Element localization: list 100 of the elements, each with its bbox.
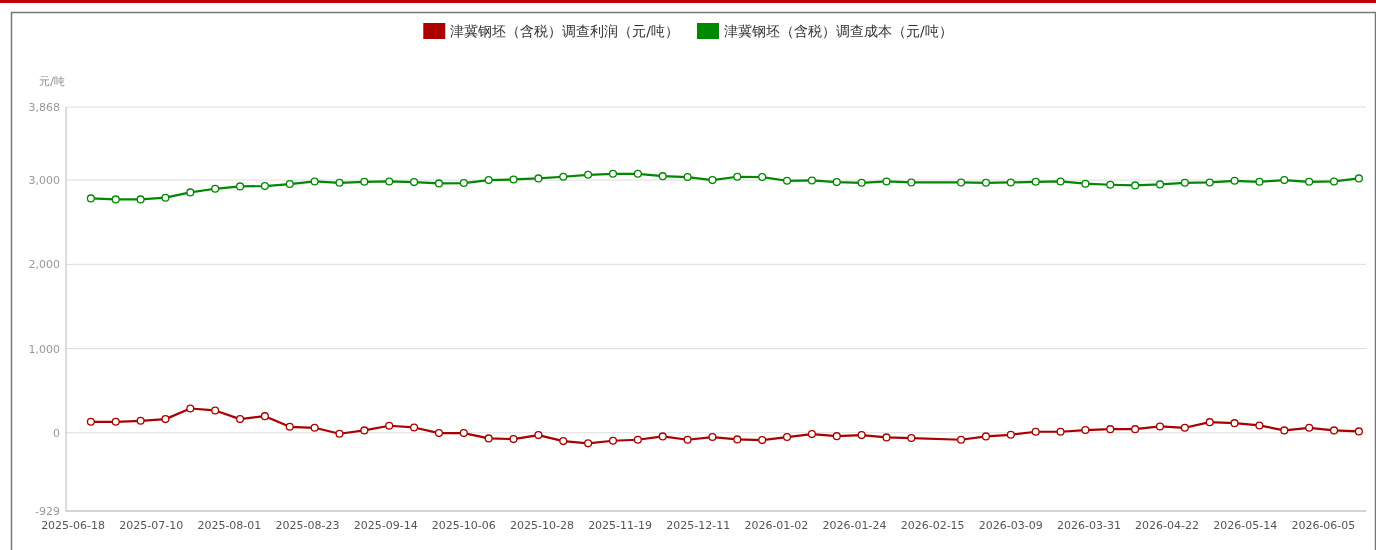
point: [907, 178, 916, 187]
point: [310, 423, 319, 432]
point: [285, 180, 294, 189]
point: [832, 178, 841, 187]
point: [385, 421, 394, 430]
point: [559, 172, 568, 181]
point: [136, 195, 145, 204]
point: [260, 412, 269, 421]
point: [633, 435, 642, 444]
point: [1131, 425, 1140, 434]
point: [484, 434, 493, 443]
point: [235, 182, 245, 191]
point: [1305, 423, 1314, 432]
point: [434, 179, 443, 188]
point: [832, 432, 841, 441]
point: [882, 433, 891, 442]
x-tick-label: 2026-02-15: [900, 519, 965, 532]
point: [260, 182, 269, 191]
point: [758, 436, 767, 445]
x-tick-label: 2025-08-23: [275, 519, 340, 532]
point: [683, 173, 692, 182]
x-tick-label: 2026-03-09: [978, 519, 1043, 532]
point: [807, 430, 816, 439]
point: [1255, 177, 1264, 186]
point: [1155, 422, 1165, 431]
point: [981, 178, 990, 187]
point: [907, 434, 916, 443]
x-tick-label: 2026-01-24: [822, 519, 887, 532]
point: [459, 179, 468, 188]
point: [658, 172, 667, 181]
point: [534, 174, 543, 183]
point: [410, 423, 419, 432]
x-tick-label: 2025-06-18: [41, 519, 106, 532]
point: [608, 169, 618, 178]
point: [1280, 176, 1289, 185]
point: [1081, 179, 1090, 188]
point: [459, 429, 468, 438]
point: [758, 173, 767, 182]
point: [1305, 177, 1314, 186]
point: [1106, 180, 1115, 189]
point: [1006, 178, 1015, 187]
point: [1031, 427, 1040, 436]
point: [484, 176, 493, 185]
point: [434, 429, 443, 438]
y-tick-label: 3,868: [28, 101, 60, 114]
point: [733, 435, 742, 444]
point: [1180, 423, 1189, 432]
point: [161, 415, 170, 424]
point: [584, 439, 593, 448]
point: [1031, 177, 1040, 186]
y-axis-title: 元/吨: [39, 75, 65, 88]
point: [235, 415, 245, 424]
point: [608, 436, 618, 445]
point: [584, 170, 593, 179]
point: [782, 176, 792, 185]
point: [136, 416, 145, 425]
point: [111, 195, 120, 204]
point: [360, 426, 369, 435]
point: [857, 178, 866, 187]
point: [385, 177, 394, 186]
point: [410, 178, 419, 187]
x-tick-label: 2025-11-19: [588, 519, 653, 532]
point: [1230, 176, 1239, 185]
point: [559, 437, 568, 446]
point: [86, 194, 95, 203]
point: [1280, 426, 1289, 435]
y-tick-label: 3,000: [28, 174, 60, 188]
point: [957, 178, 966, 187]
point: [1354, 427, 1363, 436]
y-tick-label: 0: [53, 426, 60, 440]
point: [310, 177, 319, 186]
point: [1329, 177, 1339, 186]
x-tick-label: 2026-03-31: [1056, 519, 1121, 532]
y-tick-label: 2,000: [28, 258, 60, 272]
point: [882, 177, 891, 186]
point: [360, 177, 369, 186]
point: [1056, 177, 1065, 186]
x-tick-label: 2026-05-14: [1213, 519, 1278, 532]
point: [534, 431, 543, 440]
point: [211, 406, 220, 415]
point: [981, 432, 990, 441]
point: [683, 435, 692, 444]
point: [509, 435, 518, 444]
x-tick-label: 2026-04-22: [1135, 519, 1200, 532]
legend-label: 津冀钢坯（含税）调查利润（元/吨）: [450, 23, 679, 39]
point: [807, 176, 816, 185]
point: [708, 433, 717, 442]
point: [658, 432, 667, 441]
point: [1255, 421, 1264, 430]
point: [509, 175, 518, 184]
point: [857, 431, 866, 440]
y-tick-label: 1,000: [28, 342, 60, 356]
point: [1329, 426, 1339, 435]
point: [335, 178, 344, 187]
point: [782, 433, 792, 442]
point: [733, 172, 742, 181]
point: [285, 422, 294, 431]
point: [186, 404, 195, 413]
point: [1230, 419, 1239, 428]
point: [86, 417, 95, 426]
